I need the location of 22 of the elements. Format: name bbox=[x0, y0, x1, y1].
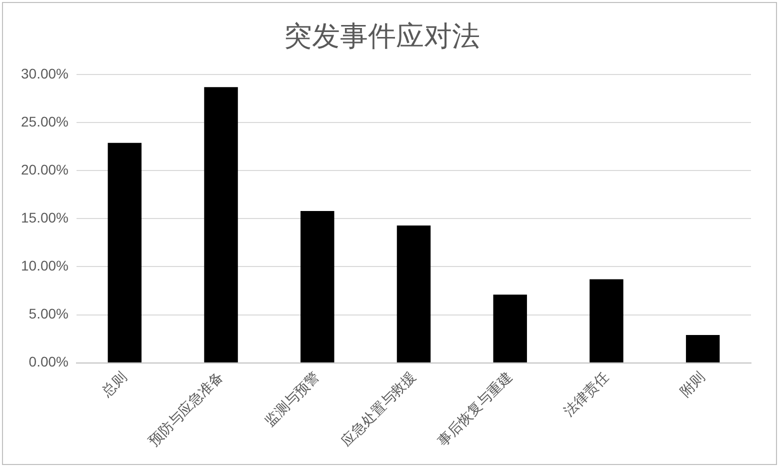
x-tick-label: 总则 bbox=[98, 368, 130, 400]
x-tick-label: 预防与应急准备 bbox=[145, 368, 226, 449]
y-tick-label: 10.00% bbox=[21, 258, 68, 274]
bar bbox=[204, 87, 238, 362]
x-tick-label: 法律责任 bbox=[560, 368, 612, 420]
bar bbox=[493, 294, 527, 362]
x-tick-label: 附则 bbox=[676, 368, 708, 400]
y-tick-label: 25.00% bbox=[21, 113, 68, 130]
x-tick-label: 应急处置与救援 bbox=[338, 368, 419, 449]
y-tick-label: 0.00% bbox=[28, 354, 68, 370]
bar bbox=[108, 142, 142, 362]
y-tick-label: 15.00% bbox=[21, 210, 68, 226]
x-tick-label: 事后恢复与重建 bbox=[434, 368, 515, 449]
bar bbox=[686, 334, 720, 362]
y-tick-label: 30.00% bbox=[21, 65, 68, 82]
chart-title: 突发事件应对法 bbox=[284, 20, 480, 52]
bar bbox=[300, 211, 334, 362]
y-tick-label: 20.00% bbox=[21, 162, 68, 178]
bar bbox=[396, 225, 431, 362]
bar bbox=[590, 279, 624, 362]
y-tick-label: 5.00% bbox=[28, 306, 68, 322]
x-tick-label: 监测与预警 bbox=[261, 368, 322, 430]
